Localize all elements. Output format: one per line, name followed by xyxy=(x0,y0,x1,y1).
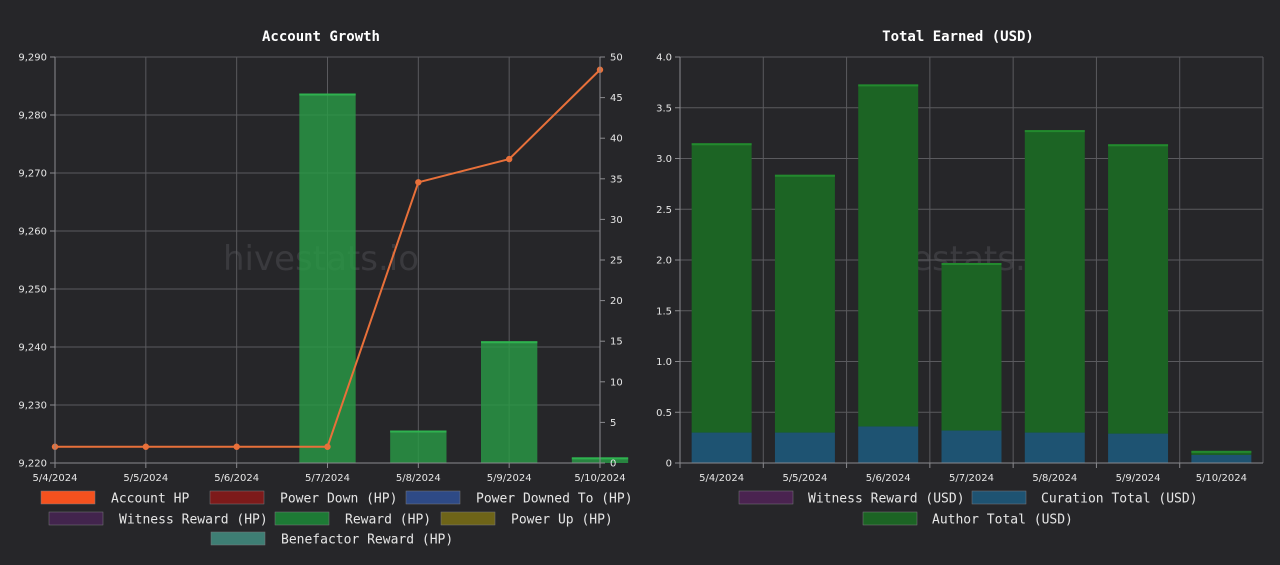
y-tick-label: 2.5 xyxy=(656,205,672,216)
y-right-tick-label: 15 xyxy=(610,337,623,348)
legend-label: Account HP xyxy=(111,492,189,507)
y-right-tick-label: 5 xyxy=(610,418,616,429)
account-hp-point xyxy=(324,443,331,450)
y-right-tick-label: 0 xyxy=(610,459,616,470)
x-tick-label: 5/9/2024 xyxy=(487,473,532,484)
chart1-axes: 9,220 9,230 9,240 9,250 9,260 9,270 9,280 9,290… xyxy=(18,53,625,485)
curation-total-usd-bar xyxy=(774,432,835,463)
y-right-tick-label: 45 xyxy=(610,93,623,104)
y-left-tick-label: 9,290 xyxy=(18,53,47,64)
y-left-tick-label: 9,280 xyxy=(18,111,47,122)
y-tick-label: 2.0 xyxy=(656,256,672,267)
legend-label: Power Down (HP) xyxy=(280,492,397,507)
author-total-usd-bar xyxy=(941,263,1002,431)
legend-swatch xyxy=(210,531,266,546)
curation-total-usd-bar xyxy=(1191,454,1252,463)
legend-swatch xyxy=(40,490,96,505)
legend-swatch xyxy=(405,490,461,505)
y-right-tick-label: 30 xyxy=(610,215,623,226)
x-tick-label: 5/5/2024 xyxy=(123,473,168,484)
y-left-tick-label: 9,260 xyxy=(18,227,47,238)
curation-total-usd-bar xyxy=(1024,432,1085,463)
account-hp-point xyxy=(142,443,150,450)
curation-total-usd-bar xyxy=(941,430,1002,463)
author-total-usd-bar xyxy=(858,84,919,427)
chart1-legend[interactable]: Account HP Power Down (HP) Power Downed To… xyxy=(40,490,633,548)
x-tick-label: 5/6/2024 xyxy=(214,473,259,484)
y-tick-label: 3.0 xyxy=(656,154,672,165)
y-tick-label: 4.0 xyxy=(656,53,672,64)
reward-hp-bar xyxy=(390,430,447,463)
legend-swatch xyxy=(862,511,918,526)
chart1-bars xyxy=(299,93,629,463)
x-tick-label: 5/7/2024 xyxy=(949,473,994,484)
legend-label: Reward (HP) xyxy=(345,513,431,528)
y-right-tick-label: 35 xyxy=(610,174,623,185)
y-left-tick-label: 9,240 xyxy=(18,343,47,354)
y-left-tick-label: 9,230 xyxy=(18,401,47,412)
x-tick-label: 5/4/2024 xyxy=(699,473,744,484)
chart1-title: Account Growth xyxy=(262,29,380,45)
chart2-axes: 0 0.5 1.0 1.5 2.0 2.5 3.0 3.5 4.0 5/4/2024 5/5/202… xyxy=(656,53,1263,484)
legend-label: Author Total (USD) xyxy=(932,513,1073,528)
y-tick-label: 1.0 xyxy=(656,357,672,368)
y-tick-label: 1.5 xyxy=(656,306,672,317)
reward-hp-bar xyxy=(299,93,356,463)
curation-total-usd-bar xyxy=(1108,433,1169,463)
y-right-tick-label: 25 xyxy=(610,256,623,267)
chart2-title: Total Earned (USD) xyxy=(882,29,1034,45)
x-tick-label: 5/10/2024 xyxy=(574,473,625,484)
legend-swatch xyxy=(440,511,496,526)
legend-label: Power Downed To (HP) xyxy=(476,492,633,507)
legend-swatch xyxy=(274,511,330,526)
account-hp-point xyxy=(415,179,422,186)
legend-swatch xyxy=(209,490,265,505)
y-left-tick-label: 9,250 xyxy=(18,285,47,296)
x-tick-label: 5/5/2024 xyxy=(782,473,827,484)
chart2-legend[interactable]: Witness Reward (USD) Curation Total (USD)… xyxy=(738,490,1198,528)
reward-hp-bar xyxy=(481,341,538,463)
x-tick-label: 5/9/2024 xyxy=(1116,473,1161,484)
x-tick-label: 5/8/2024 xyxy=(1032,473,1077,484)
y-tick-label: 3.5 xyxy=(656,103,672,114)
legend-swatch xyxy=(48,511,104,526)
legend-label: Power Up (HP) xyxy=(511,513,613,528)
y-right-tick-label: 20 xyxy=(610,296,623,307)
y-tick-label: 0.5 xyxy=(656,408,672,419)
y-right-tick-label: 50 xyxy=(610,53,623,64)
account-hp-point xyxy=(233,443,240,450)
curation-total-usd-bar xyxy=(691,432,752,463)
x-tick-label: 5/4/2024 xyxy=(33,473,78,484)
legend-label: Witness Reward (HP) xyxy=(119,513,268,528)
author-total-usd-bar xyxy=(1191,450,1252,455)
y-left-tick-label: 9,270 xyxy=(18,169,47,180)
y-left-tick-label: 9,220 xyxy=(18,459,47,470)
curation-total-usd-bar xyxy=(858,426,919,463)
x-tick-label: 5/7/2024 xyxy=(305,473,350,484)
y-right-tick-label: 10 xyxy=(610,377,623,388)
author-total-usd-bar xyxy=(1024,130,1085,433)
legend-label: Witness Reward (USD) xyxy=(808,492,965,507)
legend-swatch xyxy=(971,490,1027,505)
legend-label: Curation Total (USD) xyxy=(1041,492,1198,507)
y-right-tick-label: 40 xyxy=(610,134,623,145)
x-tick-label: 5/10/2024 xyxy=(1196,473,1247,484)
x-tick-label: 5/8/2024 xyxy=(396,473,441,484)
account-hp-point xyxy=(505,155,513,163)
author-total-usd-bar xyxy=(1108,144,1169,434)
legend-label: Benefactor Reward (HP) xyxy=(281,533,453,548)
x-tick-label: 5/6/2024 xyxy=(866,473,911,484)
y-tick-label: 0 xyxy=(666,459,672,470)
chart2-bars xyxy=(691,84,1252,463)
legend-swatch xyxy=(738,490,794,505)
author-total-usd-bar xyxy=(691,143,752,433)
author-total-usd-bar xyxy=(774,174,835,433)
